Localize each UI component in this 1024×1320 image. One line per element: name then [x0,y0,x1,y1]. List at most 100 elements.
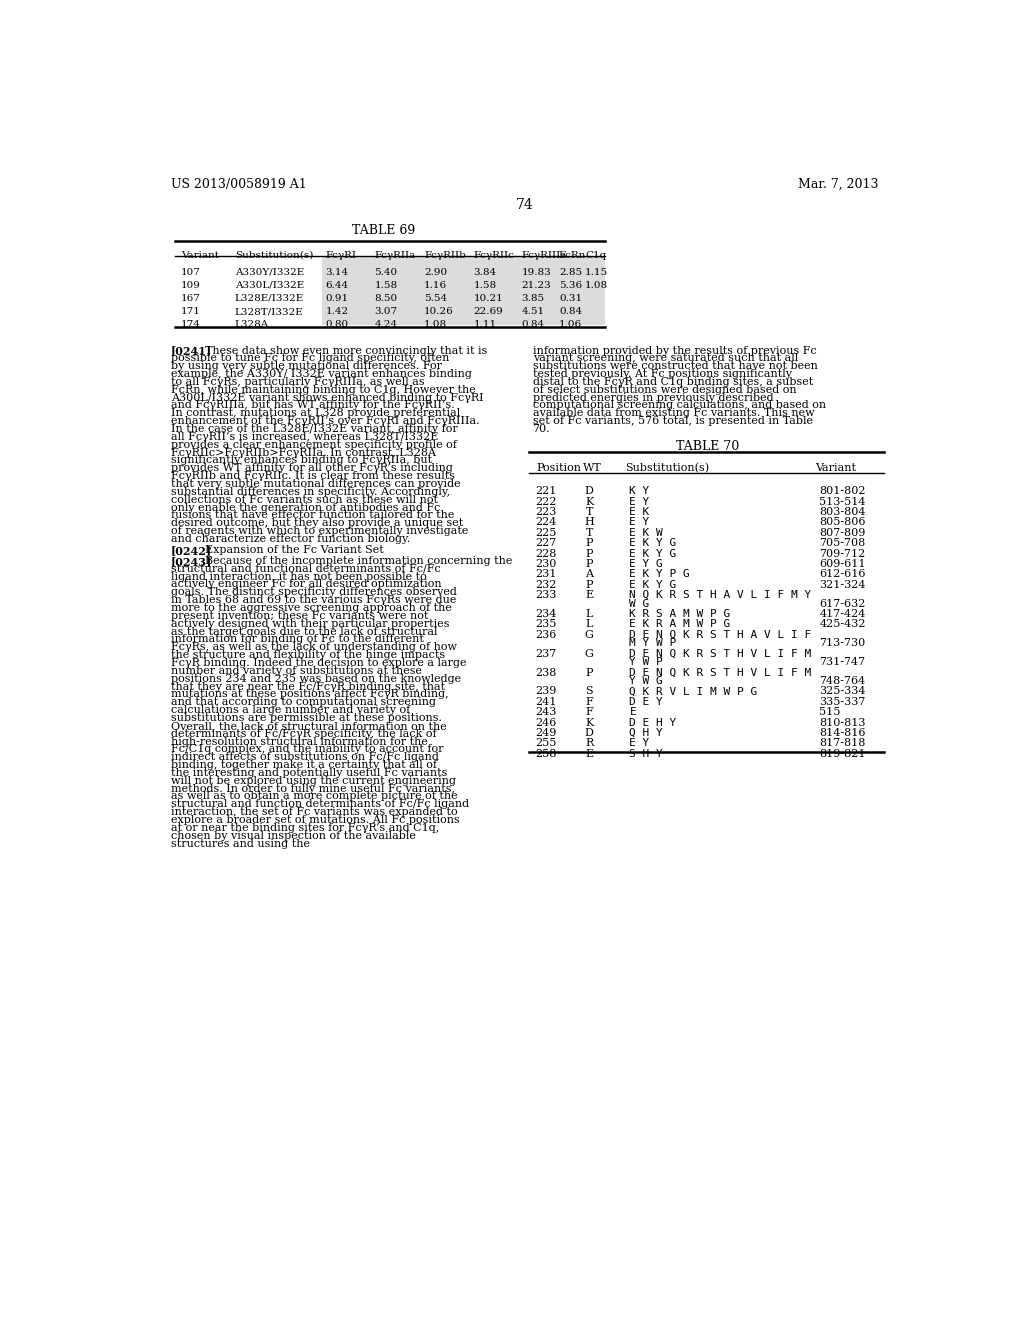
Text: D: D [585,727,594,738]
Text: 810-813: 810-813 [819,718,866,727]
Text: 1.06: 1.06 [559,321,582,329]
Text: substitutions were constructed that have not been: substitutions were constructed that have… [532,362,817,371]
Text: 258: 258 [535,748,556,759]
Text: mutations at these positions affect FcγR binding,: mutations at these positions affect FcγR… [171,689,449,700]
Text: 513-514: 513-514 [819,496,866,507]
Text: L328T/I332E: L328T/I332E [234,308,304,315]
Text: E K Y G: E K Y G [630,549,677,558]
Text: FcγRIIb: FcγRIIb [424,251,466,260]
Text: E Y: E Y [630,738,649,748]
Text: Q H Y: Q H Y [630,727,664,738]
Text: binding, together make it a certainty that all of: binding, together make it a certainty th… [171,760,436,770]
Text: FcRn: FcRn [559,251,587,260]
Text: FcγRs, as well as the lack of understanding of how: FcγRs, as well as the lack of understand… [171,643,457,652]
Text: In the case of the L328E/I332E variant, affinity for: In the case of the L328E/I332E variant, … [171,424,458,434]
Text: significantly enhances binding to FcγRIIa, but: significantly enhances binding to FcγRII… [171,455,432,466]
Text: interaction, the set of Fc variants was expanded to: interaction, the set of Fc variants was … [171,808,458,817]
Text: P: P [586,558,593,569]
Text: 224: 224 [535,517,556,528]
Text: 74: 74 [516,198,534,213]
Text: Y W G: Y W G [630,676,664,686]
Text: FcγRI: FcγRI [326,251,356,260]
Text: 10.26: 10.26 [424,308,454,315]
Text: information for binding of Fc to the different: information for binding of Fc to the dif… [171,635,424,644]
Text: fusions that have effector function tailored for the: fusions that have effector function tail… [171,511,454,520]
Text: 803-804: 803-804 [819,507,866,517]
Text: G: G [585,648,594,659]
Text: 228: 228 [535,549,556,558]
Text: actively engineer Fc for all desired optimization: actively engineer Fc for all desired opt… [171,579,441,590]
Text: FcγRIIIa: FcγRIIIa [521,251,567,260]
Text: as well as to obtain a more complete picture of the: as well as to obtain a more complete pic… [171,792,458,801]
Text: the interesting and potentially useful Fc variants: the interesting and potentially useful F… [171,768,447,777]
Text: E K Y G: E K Y G [630,579,677,590]
Text: 617-632: 617-632 [819,598,865,609]
Text: structural and function determinants of Fc/Fc ligand: structural and function determinants of … [171,800,469,809]
Text: 5.54: 5.54 [424,294,447,302]
Text: H: H [585,517,594,528]
Text: C1q: C1q [586,251,606,260]
Text: 236: 236 [535,630,556,640]
Text: W G: W G [630,598,649,609]
Text: 1.58: 1.58 [474,281,497,290]
Text: high-resolution structural information for the: high-resolution structural information f… [171,737,427,747]
Text: 22.69: 22.69 [474,308,504,315]
Text: L: L [586,609,593,619]
Text: S H Y: S H Y [630,748,664,759]
Text: ligand interaction, it has not been possible to: ligand interaction, it has not been poss… [171,572,426,582]
Text: 8.50: 8.50 [375,294,397,302]
Text: predicted energies in previously described: predicted energies in previously describ… [532,392,773,403]
Text: 238: 238 [535,668,556,677]
Text: at or near the binding sites for FcγR’s and C1q,: at or near the binding sites for FcγR’s … [171,822,439,833]
Text: F: F [586,708,593,717]
Text: D E N Q K R S T H V L I F M: D E N Q K R S T H V L I F M [630,648,812,659]
Text: T: T [586,507,593,517]
Text: FcγRIIc>FcγRIIb>FcγRIIa. In contrast, L328A: FcγRIIc>FcγRIIb>FcγRIIa. In contrast, L3… [171,447,435,458]
Text: S: S [586,686,593,697]
Text: D E N Q K R S T H A V L I F: D E N Q K R S T H A V L I F [630,630,812,640]
Text: 713-730: 713-730 [819,639,865,648]
Text: Expansion of the Fc Variant Set: Expansion of the Fc Variant Set [205,545,383,554]
Text: 325-334: 325-334 [819,686,866,697]
Text: 221: 221 [535,486,556,496]
Text: 814-816: 814-816 [819,727,866,738]
Text: 2.90: 2.90 [424,268,447,277]
Text: 609-611: 609-611 [819,558,866,569]
Text: US 2013/0058919 A1: US 2013/0058919 A1 [171,178,306,190]
Text: explore a broader set of mutations. All Fc positions: explore a broader set of mutations. All … [171,814,460,825]
Text: tested previously. At Fc positions significantly: tested previously. At Fc positions signi… [532,370,792,379]
Text: FcγRIIb and FcγRIIc. It is clear from these results: FcγRIIb and FcγRIIc. It is clear from th… [171,471,455,482]
Text: 3.84: 3.84 [474,268,497,277]
Text: Substitution(s): Substitution(s) [234,251,313,260]
Text: 0.80: 0.80 [326,321,349,329]
Text: enhancement of the FcγRII’s over FcγRI and FcγRIIIa.: enhancement of the FcγRII’s over FcγRI a… [171,416,479,426]
Text: positions 234 and 235 was based on the knowledge: positions 234 and 235 was based on the k… [171,673,461,684]
Text: as the target goals due to the lack of structural: as the target goals due to the lack of s… [171,627,437,636]
Text: 174: 174 [180,321,201,329]
Text: Mar. 7, 2013: Mar. 7, 2013 [799,178,879,190]
Text: available data from existing Fc variants. This new: available data from existing Fc variants… [532,408,814,418]
Text: variant screening, were saturated such that all: variant screening, were saturated such t… [532,354,798,363]
Text: K R S A M W P G: K R S A M W P G [630,609,731,619]
Text: 612-616: 612-616 [819,569,866,579]
Text: and characterize effector function biology.: and characterize effector function biolo… [171,535,410,544]
Text: Variant: Variant [815,463,856,473]
Text: 819-821: 819-821 [819,748,866,759]
Text: E: E [630,708,636,717]
Text: and FcγRIIIa, but has WT affinity for the FcγRII’s.: and FcγRIIIa, but has WT affinity for th… [171,400,455,411]
Text: D: D [585,486,594,496]
Text: 1.11: 1.11 [474,321,497,329]
Text: TABLE 69: TABLE 69 [352,224,416,236]
Text: 225: 225 [535,528,556,537]
Text: that they are near the Fc/FcγR binding site, that: that they are near the Fc/FcγR binding s… [171,681,444,692]
Text: 171: 171 [180,308,201,315]
Text: chosen by visual inspection of the available: chosen by visual inspection of the avail… [171,830,416,841]
Text: 1.16: 1.16 [424,281,447,290]
Text: 222: 222 [535,496,556,507]
Text: [0242]: [0242] [171,545,212,556]
Text: 801-802: 801-802 [819,486,866,496]
Text: Fc/C1q complex, and the inability to account for: Fc/C1q complex, and the inability to acc… [171,744,443,754]
Text: 255: 255 [535,738,556,748]
Text: E: E [585,748,593,759]
Text: 0.31: 0.31 [559,294,582,302]
